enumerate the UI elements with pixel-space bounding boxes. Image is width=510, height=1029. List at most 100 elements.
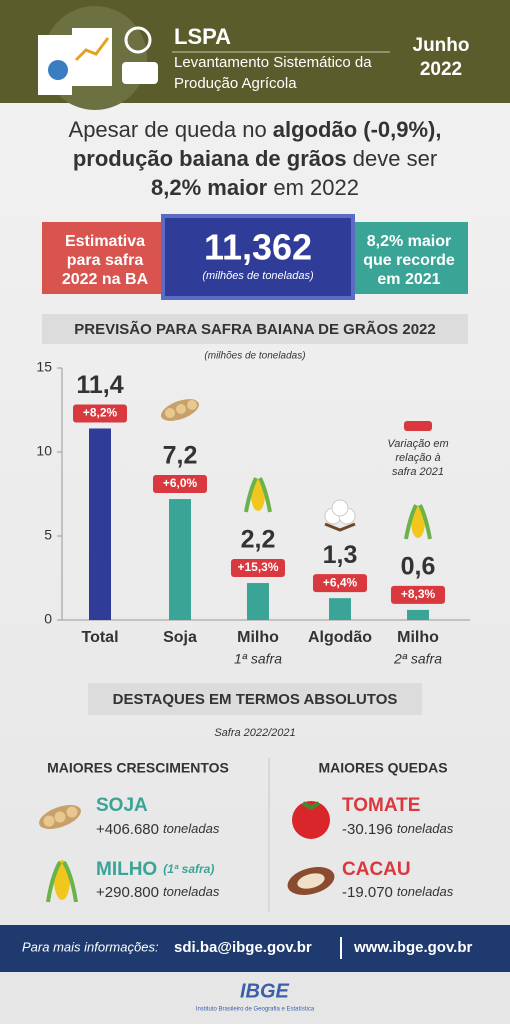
- item-name-text: SOJA: [96, 795, 148, 816]
- value-label: 0,6: [401, 553, 436, 581]
- headline-segment: produção baiana de grãos: [73, 146, 347, 171]
- item-value: -19.070 toneladas: [342, 884, 454, 901]
- section-subtitle: Safra 2022/2021: [214, 727, 295, 739]
- corn-icon: [244, 477, 272, 513]
- item-note: (1ª safra): [163, 862, 214, 876]
- logo: IBGE: [240, 980, 290, 1002]
- change-label: +8,3%: [401, 587, 436, 601]
- item-name-text: TOMATE: [342, 795, 420, 816]
- x-tick-note: 1ª safra: [234, 651, 282, 667]
- y-tick-label: 10: [36, 443, 52, 459]
- change-label: +8,2%: [83, 406, 118, 420]
- chart-subtitle: (milhões de toneladas): [204, 351, 305, 362]
- y-tick-label: 15: [36, 359, 52, 375]
- item-unit: toneladas: [163, 821, 220, 836]
- value-label: 11,4: [76, 371, 123, 399]
- program-name: Levantamento Sistemático da: [174, 54, 372, 71]
- x-tick-label: Total: [81, 629, 118, 646]
- x-tick-label: Milho: [397, 629, 439, 646]
- item-amount: -19.070: [342, 884, 393, 901]
- x-tick-note: 2ª safra: [393, 651, 442, 667]
- line-icon: [74, 37, 110, 62]
- item-name: CACAU: [342, 859, 411, 880]
- change-badge: [73, 404, 127, 423]
- banner-text: 2022 na BA: [62, 271, 149, 288]
- bar: [169, 499, 191, 620]
- y-tick-label: 0: [44, 611, 52, 627]
- legend-note: Variação em: [387, 438, 448, 450]
- item-name: MILHO (1ª safra): [96, 859, 214, 880]
- corn-icon: [46, 860, 78, 903]
- column-heading: MAIORES CRESCIMENTOS: [47, 760, 229, 776]
- headline-segment: Apesar de queda no: [69, 117, 273, 142]
- column-heading: MAIORES QUEDAS: [318, 760, 447, 776]
- item-name-text: CACAU: [342, 859, 411, 880]
- month: Junho: [413, 35, 470, 56]
- item-unit: toneladas: [163, 884, 220, 899]
- change-label: +15,3%: [237, 560, 278, 574]
- banner-text: 8,2% maior: [367, 233, 451, 250]
- bar: [89, 428, 111, 620]
- item-unit: toneladas: [397, 821, 454, 836]
- change-badge: [313, 574, 367, 593]
- item-name: TOMATE: [342, 795, 420, 816]
- item-value: -30.196 toneladas: [342, 821, 454, 838]
- headline-segment: deve ser: [347, 146, 438, 171]
- value-label: 7,2: [163, 442, 198, 470]
- legend-note: relação à: [395, 452, 440, 464]
- banner-right: [350, 222, 468, 294]
- change-badge: [231, 559, 285, 578]
- item-amount: -30.196: [342, 821, 393, 838]
- gear-icon: [124, 26, 152, 54]
- institute: Instituto Brasileiro de Geografia e Esta…: [196, 1007, 315, 1013]
- bar: [247, 583, 269, 620]
- headline: 8,2% maior em 2022: [151, 175, 359, 200]
- change-label: +6,0%: [163, 476, 198, 490]
- value-label: 2,2: [241, 526, 276, 554]
- item-value: +406.680 toneladas: [96, 821, 220, 838]
- year: 2022: [420, 59, 462, 80]
- soy-icon: [39, 804, 81, 830]
- change-badge: [391, 585, 445, 604]
- footer-band: [0, 925, 510, 972]
- soy-icon: [160, 399, 200, 421]
- cacao-icon: [287, 866, 335, 896]
- acronym: LSPA: [174, 24, 231, 49]
- footer-label: Para mais informações:: [22, 939, 159, 954]
- item-amount: +406.680: [96, 821, 159, 838]
- item-name-text: MILHO: [96, 859, 157, 880]
- banner-text: que recorde: [363, 252, 455, 269]
- item-amount: +290.800: [96, 884, 159, 901]
- headline-segment: 8,2% maior: [151, 175, 268, 200]
- banner-left: [42, 222, 168, 294]
- corn-icon: [404, 504, 432, 540]
- section-band: [88, 683, 422, 715]
- chart-title: PREVISÃO PARA SAFRA BAIANA DE GRÃOS 2022: [74, 320, 435, 338]
- footer-email[interactable]: sdi.ba@ibge.gov.br: [174, 939, 312, 956]
- change-badge: [153, 475, 207, 494]
- legend-note: safra 2021: [392, 466, 444, 478]
- program-name: Produção Agrícola: [174, 75, 297, 92]
- section-title: DESTAQUES EM TERMOS ABSOLUTOS: [113, 691, 398, 708]
- item-name: SOJA: [96, 795, 148, 816]
- banner-center: [161, 214, 355, 300]
- x-tick-label: Milho: [237, 629, 279, 646]
- tractor-icon: [122, 62, 158, 84]
- item-unit: toneladas: [397, 884, 454, 899]
- footer-site[interactable]: www.ibge.gov.br: [353, 939, 473, 956]
- value-label: 1,3: [323, 541, 358, 569]
- tomato-icon: [292, 801, 330, 839]
- chart-title-band: [42, 314, 468, 344]
- change-label: +6,4%: [323, 575, 358, 589]
- banner-unit: (milhões de toneladas): [202, 270, 314, 282]
- banner-text: para safra: [67, 252, 144, 269]
- x-tick-label: Soja: [163, 629, 197, 646]
- bar-chart: 0 5 10 15 11,4 +8,2% Total 7,2 +6,0% Soja 2,2 +15,3…: [36, 359, 470, 667]
- headline-segment: algodão (-0,9%),: [273, 117, 442, 142]
- banner-text: Estimativa: [65, 233, 145, 250]
- pie-icon: [48, 60, 68, 80]
- cotton-icon: [324, 499, 356, 532]
- item-value: +290.800 toneladas: [96, 884, 220, 901]
